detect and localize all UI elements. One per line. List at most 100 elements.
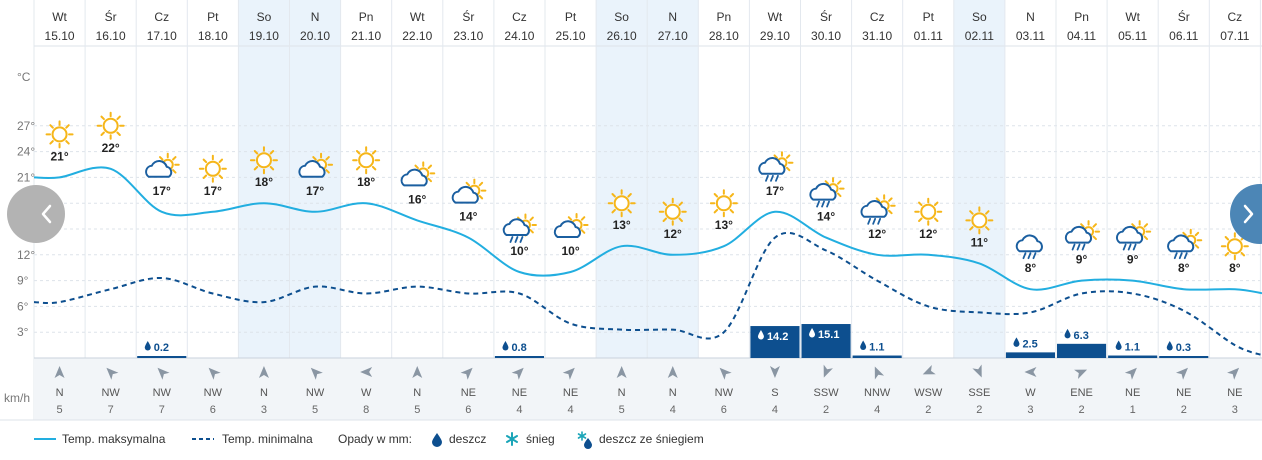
chevron-left-icon[interactable]: [41, 204, 52, 224]
sun-ray: [580, 216, 586, 221]
sun-icon: [45, 120, 74, 149]
day-date-label: 17.10: [147, 29, 177, 43]
day-name-label: Śr: [820, 9, 832, 24]
sun-icon: [96, 111, 125, 140]
wind-arrow-icon: [1175, 367, 1188, 380]
weekend-background: [289, 0, 341, 358]
precip-raindrop-icon: [502, 341, 509, 351]
sun-ray: [662, 201, 668, 207]
weather-icon-cloud-sun: [553, 213, 589, 238]
wind-arrow-icon: [208, 367, 221, 380]
wind-speed-label: 8: [363, 404, 369, 416]
wind-row: km/h N 5 NW 7 NW 7 NW 6 N 3 NW 5 W 8 N 5 NE 6 NE 4 NE 4 N 5 N 4 NW…: [4, 364, 1242, 416]
sun-ray: [933, 217, 939, 222]
wind-arrow-icon: [412, 366, 423, 378]
wind-arrow-icon: [157, 367, 170, 380]
chevron-right-icon[interactable]: [1243, 204, 1254, 224]
wind-direction-label: NE: [461, 387, 476, 399]
precip-value-label: 15.1: [818, 329, 839, 341]
wind-arrow-shape: [922, 365, 936, 375]
weather-icon-sun: [96, 111, 125, 140]
wind-arrow-shape: [412, 366, 423, 378]
y-tick-label: 9°: [17, 274, 29, 288]
wind-arrow-shape: [258, 366, 269, 378]
max-temp-label: 22°: [102, 141, 120, 155]
prev-period-button[interactable]: [7, 185, 65, 243]
wind-arrow-icon: [258, 366, 269, 378]
day-date-label: 25.10: [556, 29, 586, 43]
day-date-label: 24.10: [504, 29, 534, 43]
sun-icon: [658, 197, 687, 226]
legend-sleet-label: deszcz ze śniegiem: [599, 432, 704, 446]
wind-direction-label: W: [361, 387, 372, 399]
weather-icon-rain-sun: [758, 151, 794, 182]
legend-snowflake-icon: [506, 432, 518, 446]
sun-ray: [1143, 235, 1149, 241]
next-button-circle[interactable]: [1230, 184, 1262, 244]
max-temp-label: 8°: [1229, 261, 1241, 275]
precip-value-label: 0.3: [1176, 342, 1191, 354]
wind-direction-label: NE: [1125, 387, 1140, 399]
day-name-label: N: [1026, 10, 1035, 24]
sun-icon: [352, 146, 381, 175]
wind-direction-label: N: [260, 387, 268, 399]
wind-direction-label: NE: [1176, 387, 1191, 399]
day-name-label: N: [668, 10, 677, 24]
wind-arrow-icon: [1124, 367, 1137, 380]
rain-streak: [1076, 243, 1081, 251]
wind-speed-label: 5: [619, 404, 625, 416]
sun-ray: [312, 156, 317, 161]
max-temp-label: 13°: [613, 218, 631, 232]
wind-arrow-shape: [511, 367, 524, 380]
cloud-icon: [502, 218, 530, 236]
weather-icon-rain-sun: [1115, 220, 1152, 251]
precip-value-label: 1.1: [1125, 342, 1140, 354]
sun-ray: [427, 164, 433, 170]
weekend-background: [953, 0, 1005, 358]
sun-ray: [785, 166, 791, 172]
sun-ray: [1182, 231, 1187, 237]
wind-arrow-shape: [360, 367, 373, 378]
wind-speed-label: 2: [925, 404, 931, 416]
wind-arrow-icon: [562, 367, 575, 380]
sun-ray: [729, 193, 735, 198]
wind-arrow-shape: [54, 366, 65, 378]
day-date-label: 04.11: [1067, 29, 1096, 43]
rain-streak: [821, 200, 825, 208]
sun-ray: [969, 226, 974, 231]
sun-ray: [269, 165, 275, 171]
legend-precip-title: Opady w mm:: [338, 432, 412, 446]
weekend-background: [596, 0, 648, 358]
wind-arrow-shape: [310, 367, 323, 380]
weather-icon-rain-sun: [809, 177, 845, 208]
prev-button-circle[interactable]: [7, 185, 65, 243]
sun-disc: [358, 152, 375, 169]
legend-rain-label: deszcz: [449, 432, 486, 446]
rain-streak: [770, 174, 774, 182]
sun-ray: [414, 164, 419, 170]
sun-ray: [1131, 223, 1136, 228]
wind-arrow-icon: [1074, 369, 1088, 379]
wind-arrow-icon: [823, 364, 833, 378]
day-date-label: 18.10: [198, 29, 228, 43]
wind-speed-label: 2: [976, 404, 982, 416]
precip-bar: [852, 355, 902, 358]
wind-arrow-icon: [106, 367, 119, 380]
sun-ray: [325, 169, 330, 174]
day-date-label: 21.10: [351, 29, 381, 43]
weather-icon-sun: [1220, 232, 1249, 261]
day-name-label: Wt: [410, 10, 425, 24]
wind-direction-label: NW: [153, 387, 172, 399]
wind-speed-label: 6: [210, 404, 216, 416]
cloud-icon: [860, 200, 888, 218]
sun-ray: [65, 124, 70, 129]
day-name-label: Wt: [768, 10, 783, 24]
rain-streak: [509, 236, 514, 243]
next-period-button[interactable]: [1230, 184, 1262, 244]
day-name-label: So: [257, 10, 272, 24]
wind-direction-label: N: [413, 387, 421, 399]
wind-arrow-shape: [1124, 367, 1137, 380]
precip-value-label: 1.1: [869, 342, 884, 354]
wind-arrow-icon: [616, 366, 627, 378]
wind-direction-label: NW: [204, 387, 223, 399]
